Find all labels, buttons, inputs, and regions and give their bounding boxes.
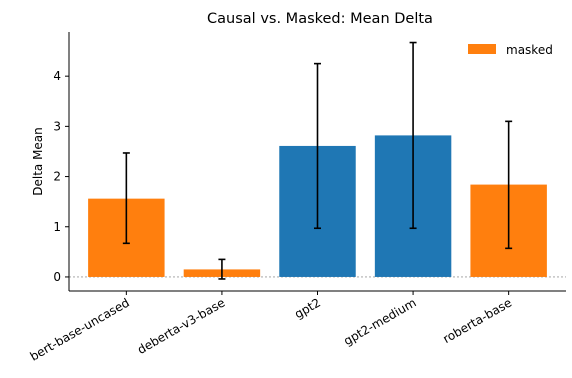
y-tick-label-1: 1: [53, 220, 61, 234]
y-axis-label: Delta Mean: [31, 127, 45, 196]
x-tick-label-roberta-base: roberta-base: [441, 295, 515, 346]
x-tick-label-deberta-v3-base: deberta-v3-base: [135, 295, 227, 356]
x-tick-label-gpt2-medium: gpt2-medium: [341, 295, 418, 348]
plot-area: bert-base-uncased deberta-v3-base gpt2 gpt2…: [28, 32, 566, 364]
y-tick-label-2: 2: [53, 170, 61, 184]
y-tick-label-4: 4: [53, 69, 61, 83]
chart-title: Causal vs. Masked: Mean Delta: [207, 11, 433, 27]
x-tick-label-bert-base-uncased: bert-base-uncased: [28, 295, 132, 363]
y-tick-label-3: 3: [53, 119, 61, 133]
x-tick-label-gpt2: gpt2: [292, 295, 323, 321]
legend-swatch-masked: [468, 44, 496, 54]
y-tick-label-0: 0: [53, 270, 61, 284]
legend-label-masked: masked: [506, 43, 553, 57]
legend: masked: [468, 43, 553, 57]
